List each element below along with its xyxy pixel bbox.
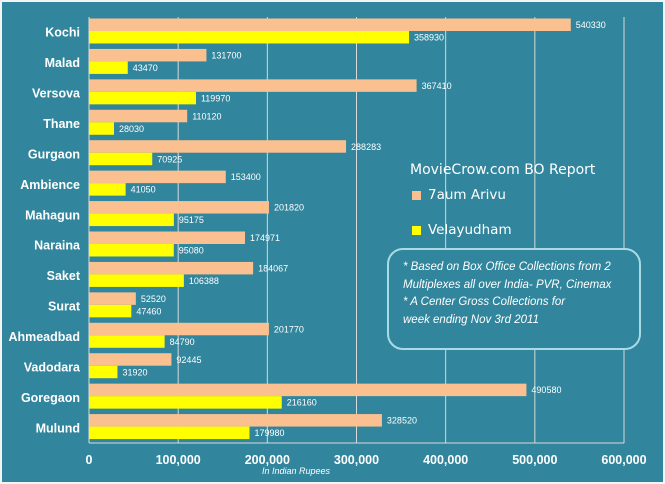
data-label-7aum-arivu-saket: 184067 (258, 263, 288, 273)
legend-label-7aum-arivu: 7aum Arivu (428, 187, 506, 203)
bar-velayudham-mahagun (89, 213, 174, 227)
category-label-vadodara: Vadodara (24, 360, 81, 374)
data-label-velayudham-ambience: 41050 (131, 185, 156, 195)
bar-velayudham-naraina (89, 244, 174, 257)
category-label-mahagun: Mahagun (25, 208, 80, 222)
legend-item-velayudham: Velayudham (412, 222, 512, 238)
x-tick-label-300000: 300,000 (334, 453, 379, 467)
data-label-velayudham-mahagun: 95175 (179, 215, 204, 225)
data-label-7aum-arivu-vadodara: 92445 (176, 355, 201, 365)
bar-7aum-arivu-goregaon (89, 383, 527, 397)
bar-velayudham-vadodara (89, 365, 118, 379)
data-label-velayudham-goregaon: 216160 (287, 398, 317, 408)
bar-7aum-arivu-kochi (89, 18, 571, 31)
data-label-7aum-arivu-surat: 52520 (141, 294, 166, 304)
data-label-7aum-arivu-goregaon: 490580 (531, 385, 561, 395)
legend-item-7aum-arivu: 7aum Arivu (412, 187, 506, 203)
data-label-velayudham-versova: 119970 (201, 93, 230, 103)
category-label-malad: Malad (45, 56, 80, 70)
note-line-2: Multiplexes all over India- PVR, Cinemax (403, 278, 612, 291)
bar-7aum-arivu-mahagun (89, 201, 269, 214)
data-label-7aum-arivu-thane: 110120 (192, 111, 221, 121)
bar-7aum-arivu-naraina (89, 231, 246, 244)
category-label-gurgaon: Gurgaon (28, 147, 80, 161)
x-tick-label-600000: 600,000 (601, 453, 646, 467)
x-tick-label-500000: 500,000 (512, 453, 557, 467)
axes: 0 100,000 200,000 300,000 400,000 500,000 600,… (8, 17, 647, 467)
data-label-7aum-arivu-kochi: 540330 (576, 20, 606, 30)
bar-7aum-arivu-thane (89, 109, 188, 123)
bar-velayudham-ambience (89, 183, 126, 196)
category-label-ambience: Ambience (20, 178, 80, 192)
bar-velayudham-malad (89, 61, 128, 74)
chart-title: MovieCrow.com BO Report (410, 162, 596, 178)
x-axis-label: In Indian Rupees (262, 466, 331, 476)
data-label-7aum-arivu-ambience: 153400 (231, 172, 261, 182)
data-label-7aum-arivu-mulund: 328520 (387, 416, 417, 426)
bar-velayudham-saket (89, 274, 184, 287)
x-tick-label-0: 0 (86, 453, 93, 467)
category-label-ahmeadbad: Ahmeadbad (8, 330, 80, 344)
data-label-velayudham-malad: 43470 (133, 63, 158, 73)
category-label-saket: Saket (47, 269, 81, 283)
legend-label-velayudham: Velayudham (428, 222, 512, 238)
x-tick-label-200000: 200,000 (245, 453, 290, 467)
x-tick-label-100000: 100,000 (156, 453, 201, 467)
bar-velayudham-ahmeadbad (89, 335, 165, 348)
bar-7aum-arivu-surat (89, 292, 136, 305)
category-label-mulund: Mulund (36, 421, 80, 435)
data-label-7aum-arivu-gurgaon: 288283 (351, 142, 381, 152)
note-line-1: * Based on Box Office Collections from 2 (403, 261, 611, 273)
data-label-velayudham-thane: 28030 (119, 124, 144, 134)
data-label-velayudham-surat: 47460 (136, 306, 161, 316)
bar-7aum-arivu-ahmeadbad (89, 322, 269, 336)
bar-velayudham-thane (89, 122, 114, 135)
data-label-velayudham-mulund: 179980 (254, 428, 284, 438)
category-label-naraina: Naraina (34, 239, 81, 253)
note-line-4: week ending Nov 3rd 2011 (403, 313, 539, 326)
bar-velayudham-surat (89, 304, 132, 318)
note-box: * Based on Box Office Collections from 2… (387, 248, 641, 350)
bar-velayudham-kochi (89, 31, 410, 44)
data-label-velayudham-ahmeadbad: 84790 (170, 337, 195, 347)
bar-velayudham-gurgaon (89, 152, 153, 166)
data-label-velayudham-saket: 106388 (189, 276, 219, 286)
bar-7aum-arivu-mulund (89, 414, 382, 427)
category-label-kochi: Kochi (45, 26, 80, 40)
category-label-surat: Surat (48, 300, 81, 314)
legend-swatch-velayudham (412, 225, 421, 235)
x-tick-label-400000: 400,000 (423, 453, 468, 467)
data-label-7aum-arivu-ahmeadbad: 201770 (274, 324, 304, 334)
bar-velayudham-mulund (89, 426, 250, 440)
data-label-velayudham-naraina: 95080 (179, 246, 204, 256)
data-label-7aum-arivu-naraina: 174971 (250, 233, 280, 243)
bar-velayudham-versova (89, 91, 196, 105)
category-label-thane: Thane (43, 117, 80, 131)
data-label-velayudham-vadodara: 31920 (122, 367, 147, 377)
data-label-velayudham-kochi: 358930 (414, 33, 444, 43)
note-line-3: * A Center Gross Collections for (403, 296, 566, 308)
category-label-goregaon: Goregaon (21, 391, 80, 405)
data-label-7aum-arivu-versova: 367410 (422, 81, 452, 91)
bar-7aum-arivu-versova (89, 79, 417, 92)
data-label-7aum-arivu-malad: 131700 (211, 50, 241, 60)
legend-swatch-7aum-arivu (412, 190, 421, 200)
data-label-7aum-arivu-mahagun: 201820 (274, 203, 304, 213)
category-label-versova: Versova (32, 87, 81, 101)
bars: 540330 358930 131700 43470 367410 119970 11012… (89, 18, 606, 440)
bar-velayudham-goregaon (89, 396, 282, 409)
bar-7aum-arivu-vadodara (89, 353, 172, 366)
bar-7aum-arivu-saket (89, 261, 254, 275)
data-label-velayudham-gurgaon: 70925 (157, 154, 182, 164)
bar-7aum-arivu-malad (89, 48, 207, 62)
bar-7aum-arivu-ambience (89, 170, 226, 184)
bar-7aum-arivu-gurgaon (89, 140, 347, 153)
